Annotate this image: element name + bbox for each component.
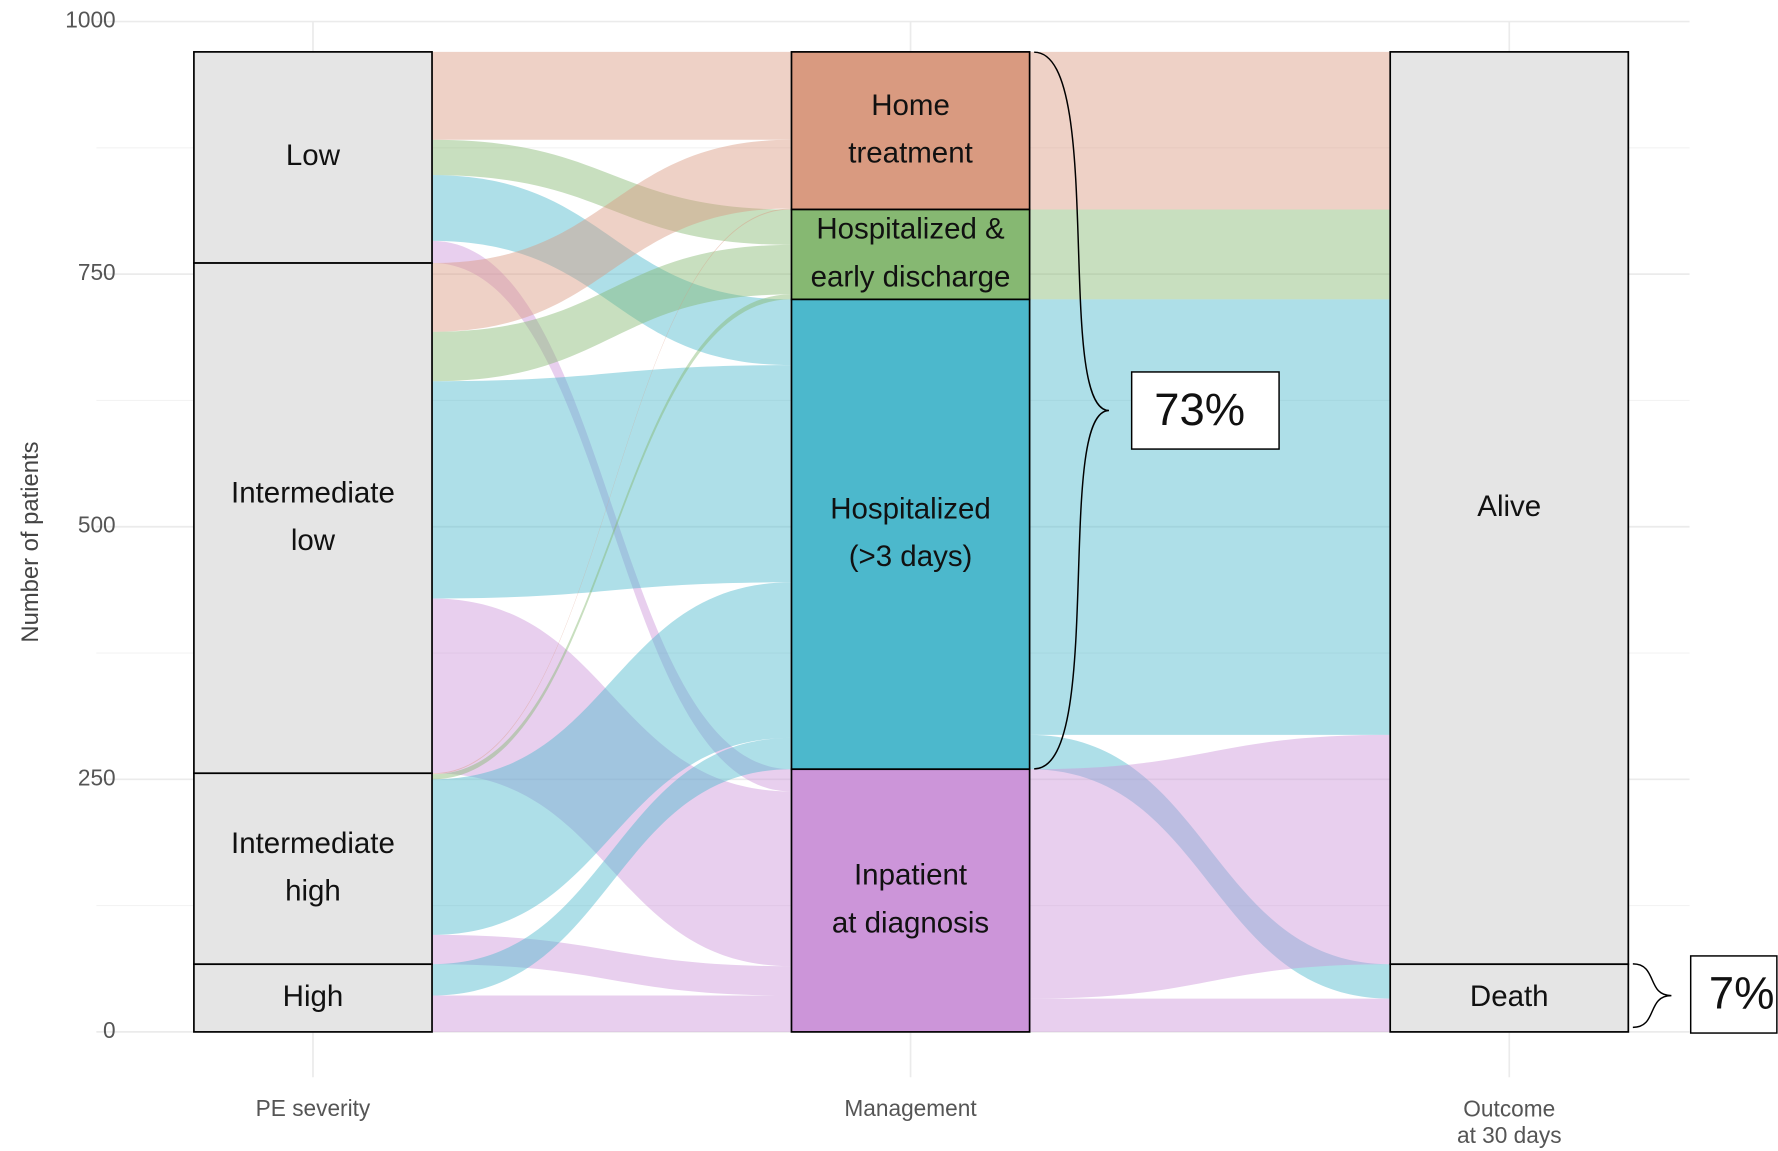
flow [1029,998,1391,1032]
y-tick-label: 250 [78,764,116,790]
flow [432,51,792,140]
y-axis-title: Number of patients [17,441,44,642]
stratum-label: Hospitalized (>3 days) [830,492,991,573]
flow [432,240,792,792]
stratum [1389,51,1630,966]
flow [432,582,792,935]
stratum-label: Alive [1477,490,1541,523]
stratum [193,51,433,264]
flow [432,244,792,382]
stratum-label: Intermediate high [231,827,395,908]
flow [1029,51,1391,210]
stratum [790,208,1031,301]
flow [1029,734,1391,999]
stratum [790,768,1031,1033]
stratum-label: Low [286,139,341,172]
brace [1632,963,1672,1029]
flow [432,365,792,599]
flow [432,175,792,366]
strata: Low Intermediate low Intermediate high High Ho… [193,51,1630,1033]
flow [1029,734,1391,999]
flow [432,139,792,332]
stratum-label: Death [1470,980,1549,1013]
y-tick-label: 0 [103,1017,116,1043]
annotation: 73% [1154,384,1245,435]
flows [432,51,1391,1032]
flow [432,737,792,996]
flow [432,294,792,780]
stratum-label: Intermediate low [231,476,395,557]
stratum [193,772,433,966]
flow [432,139,792,245]
annotation-box [1689,955,1778,1034]
x-tick-label: PE severity [256,1095,371,1121]
x-tick-label: Management [844,1095,977,1121]
x-tick-label: Outcome at 30 days [1457,1096,1562,1148]
stratum [790,51,1031,211]
flow [432,598,792,967]
stratum-label: Home treatment [848,89,972,170]
stratum-label: High [283,980,344,1013]
stratum [790,298,1031,771]
y-tick-label: 500 [78,512,116,538]
flow [1029,299,1391,735]
stratum-label: Hospitalized & early discharge [811,212,1011,293]
flow [1029,209,1391,300]
flow [432,995,792,1032]
stratum-label: Inpatient at diagnosis [832,859,989,940]
flow [432,208,792,775]
stratum [193,262,433,775]
flow [432,934,792,996]
annotation-box [1130,371,1280,450]
y-tick-label: 750 [78,259,116,285]
stratum [1389,963,1630,1033]
stratum [193,963,433,1033]
y-tick-label: 1000 [65,7,115,33]
annotation: 7% [1709,968,1775,1019]
